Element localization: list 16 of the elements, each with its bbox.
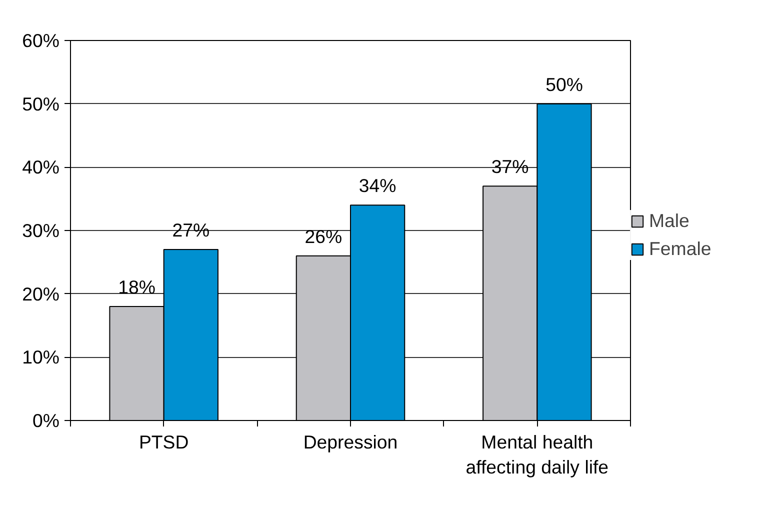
data-label: 18% bbox=[118, 276, 156, 298]
y-tick-label: 20% bbox=[22, 283, 60, 304]
legend-label: Female bbox=[649, 238, 712, 260]
legend-label: Male bbox=[649, 210, 690, 232]
x-tick-label: PTSD bbox=[138, 432, 189, 452]
data-label: 26% bbox=[304, 226, 342, 247]
y-tick-label: 40% bbox=[22, 156, 60, 178]
data-label: 50% bbox=[546, 74, 583, 95]
y-tick-label: 60% bbox=[22, 30, 60, 51]
y-tick-label: 10% bbox=[22, 346, 60, 368]
y-tick-label: 50% bbox=[22, 93, 60, 114]
y-tick-label: 30% bbox=[22, 220, 60, 241]
x-tick-label: Mental health affecting daily life bbox=[466, 432, 609, 478]
y-tick-label: 0% bbox=[32, 410, 60, 431]
data-label: 34% bbox=[358, 175, 396, 196]
x-tick-label: Depression bbox=[303, 432, 398, 452]
